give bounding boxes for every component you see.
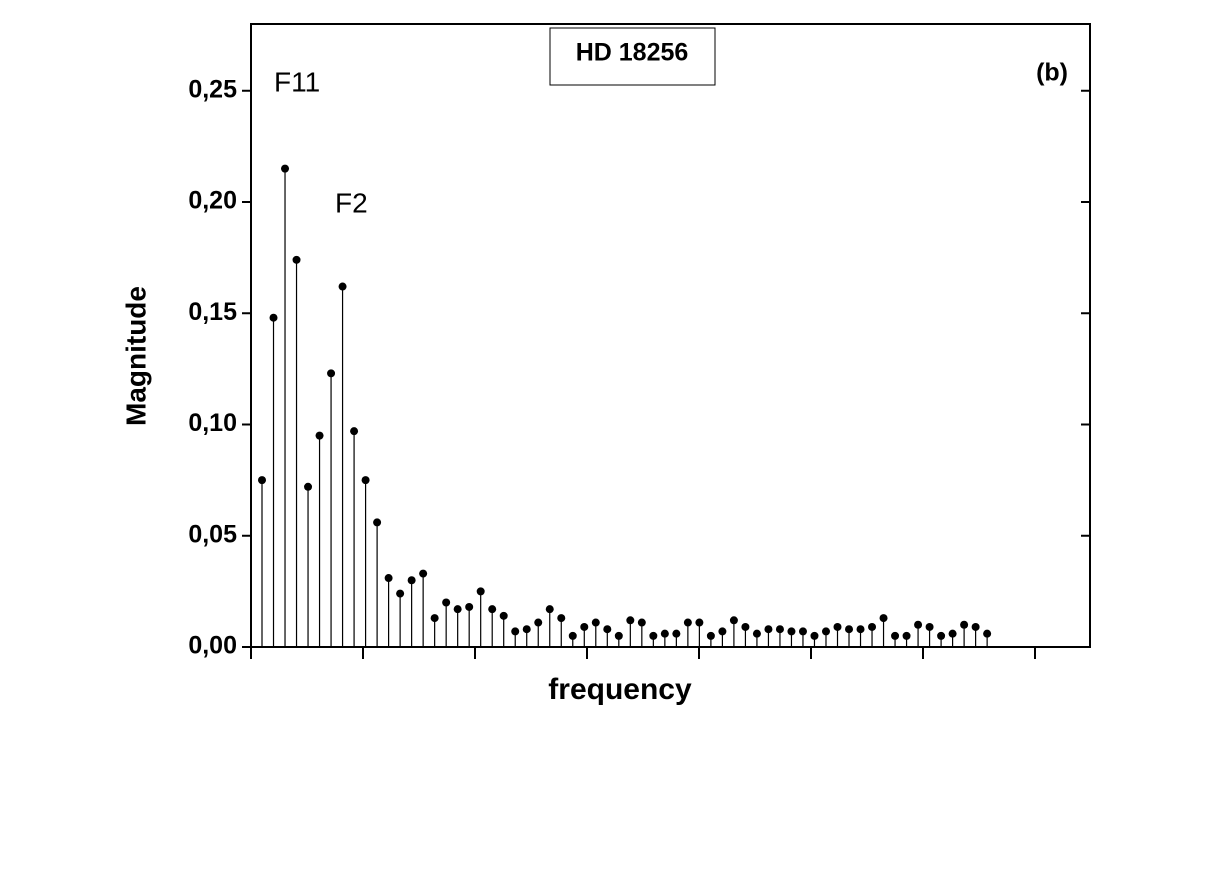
stem-marker <box>706 631 715 640</box>
stem-marker <box>419 569 428 578</box>
chart-title: HD 18256 <box>576 39 689 67</box>
x-axis-label: frequency <box>548 673 692 706</box>
y-tick-label: 0,25 <box>188 75 237 103</box>
stem-marker <box>522 625 531 634</box>
annotation: F2 <box>335 187 368 218</box>
annotation: F11 <box>274 66 320 97</box>
panel-label: (b) <box>1036 59 1068 87</box>
stem-marker <box>649 631 658 640</box>
stem-marker <box>879 614 888 623</box>
stem-marker <box>384 574 393 583</box>
stem-marker <box>845 625 854 634</box>
stem-marker <box>729 616 738 625</box>
stem-marker <box>614 631 623 640</box>
stem-marker <box>258 476 266 485</box>
stem-marker <box>545 605 554 614</box>
stem-marker <box>430 614 439 623</box>
stem-marker <box>315 431 324 440</box>
stem-marker <box>833 622 842 631</box>
x-ticks <box>250 647 1036 659</box>
stem-marker <box>476 587 485 596</box>
stem-marker <box>787 627 796 636</box>
stem-marker <box>580 622 589 631</box>
stem-marker <box>534 618 543 627</box>
stem-marker <box>603 625 612 634</box>
title-box <box>549 27 716 86</box>
stem-marker <box>683 618 692 627</box>
stem-marker <box>304 482 313 491</box>
stem-marker <box>810 631 819 640</box>
stem-marker <box>292 255 301 264</box>
stem-marker <box>775 625 784 634</box>
stem-marker <box>914 620 923 629</box>
y-axis-label: Magnitude <box>120 286 151 426</box>
stem-marker <box>937 631 946 640</box>
stem-marker <box>925 622 934 631</box>
stem-marker <box>396 589 405 598</box>
stem-marker <box>821 627 830 636</box>
stem-marker <box>695 618 704 627</box>
stem-marker <box>948 629 957 638</box>
stem-marker <box>752 629 761 638</box>
plot-frame <box>250 23 1091 648</box>
stem-marker <box>626 616 635 625</box>
stem-marker <box>465 602 474 611</box>
stem-marker <box>718 627 727 636</box>
stem-marker <box>350 427 359 436</box>
stem-marker <box>868 622 877 631</box>
stem-marker <box>660 629 669 638</box>
y-tick-label: 0,05 <box>188 520 237 548</box>
stem-marker <box>453 605 462 614</box>
stem-marker <box>902 631 911 640</box>
stem-marker <box>856 625 865 634</box>
stem-marker <box>557 614 566 623</box>
stem-marker <box>407 576 416 585</box>
stem-marker <box>442 598 451 607</box>
stem-marker <box>672 629 681 638</box>
stem-marker <box>960 620 969 629</box>
y-tick-label: 0,15 <box>188 298 237 326</box>
stem-marker <box>488 605 497 614</box>
stem-marker <box>511 627 520 636</box>
stem-marker <box>373 518 382 527</box>
stem-marker <box>637 618 646 627</box>
stem-marker <box>327 369 336 378</box>
stem-marker <box>983 629 992 638</box>
stem-marker <box>338 282 347 291</box>
stem-marker <box>361 476 370 485</box>
stem-marker <box>568 631 577 640</box>
stem-marker <box>971 622 980 631</box>
stem-marker <box>798 627 807 636</box>
stem-marker <box>741 622 750 631</box>
stem-marker <box>891 631 900 640</box>
stem-marker <box>281 164 290 173</box>
stem-marker <box>499 611 508 620</box>
y-tick-label: 0,10 <box>188 409 237 437</box>
stem-marker <box>764 625 773 634</box>
y-tick-label: 0,20 <box>188 187 237 215</box>
stem-marker <box>269 313 278 322</box>
y-tick-label: 0,00 <box>188 632 237 660</box>
stem-marker <box>591 618 600 627</box>
